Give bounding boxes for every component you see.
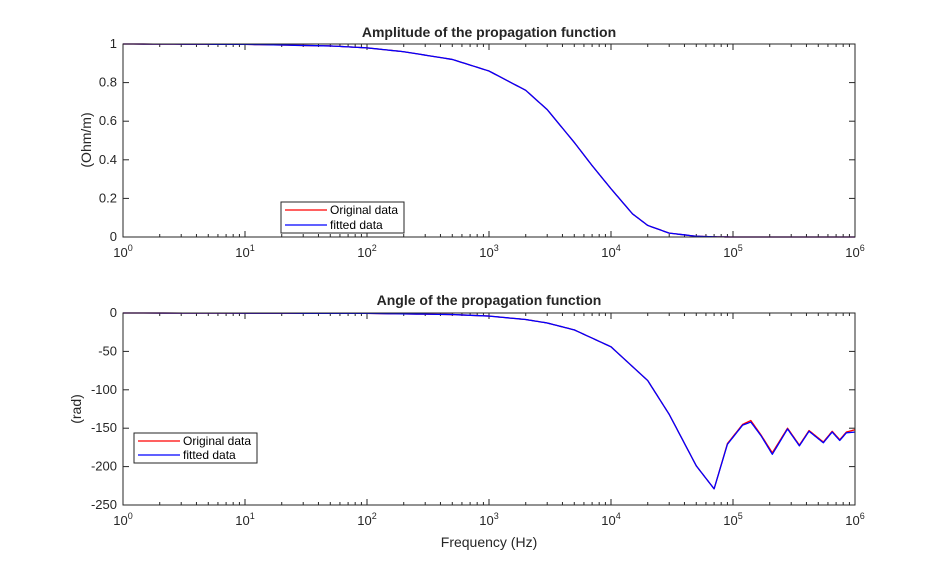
- y-tick-label: 0.4: [99, 152, 117, 167]
- amplitude-ticks: 100 101 102 103 104 105 106 0 0.2 0.4 0.6 0.8 1: [99, 36, 865, 260]
- y-tick-label: 0.2: [99, 190, 117, 205]
- y-tick-label: -150: [91, 420, 117, 435]
- angle-panel: Angle of the propagation function (rad) …: [68, 292, 865, 550]
- legend-label-original: Original data: [183, 434, 251, 448]
- y-tick-label: -100: [91, 382, 117, 397]
- y-tick-label: 1: [110, 36, 117, 51]
- amplitude-axes-frame: [122, 43, 856, 238]
- angle-axes-frame: [122, 312, 856, 506]
- x-tick-label: 105: [723, 243, 742, 260]
- y-tick-label: 0.8: [99, 75, 117, 90]
- y-tick-label: 0.6: [99, 113, 117, 128]
- angle-legend: Original data fitted data: [133, 432, 258, 464]
- y-tick-label: -200: [91, 459, 117, 474]
- x-tick-label: 106: [845, 243, 864, 260]
- series-fitted-data: [122, 43, 855, 238]
- amplitude-legend: Original data fitted data: [280, 201, 405, 234]
- angle-title: Angle of the propagation function: [377, 292, 602, 308]
- x-tick-label: 101: [235, 511, 254, 528]
- amplitude-ylabel: (Ohm/m): [78, 112, 94, 167]
- legend-box: [133, 432, 258, 464]
- y-tick-label: -250: [91, 497, 117, 512]
- x-tick-label: 100: [113, 511, 132, 528]
- x-tick-label: 106: [845, 511, 864, 528]
- y-tick-label: 0: [110, 305, 117, 320]
- y-tick-label: -50: [98, 343, 117, 358]
- x-tick-label: 103: [479, 243, 498, 260]
- x-tick-label: 104: [601, 511, 620, 528]
- amplitude-panel: Amplitude of the propagation function (O…: [78, 24, 865, 260]
- legend-label-original: Original data: [330, 203, 398, 217]
- x-tick-label: 105: [723, 511, 742, 528]
- x-tick-label: 102: [357, 511, 376, 528]
- y-tick-label: 0: [110, 229, 117, 244]
- angle-plot-area: [123, 313, 855, 505]
- amplitude-plot-area: [123, 44, 855, 237]
- x-tick-label: 102: [357, 243, 376, 260]
- x-tick-label: 104: [601, 243, 620, 260]
- series-fitted-data: [122, 312, 856, 490]
- amplitude-series: [122, 43, 855, 238]
- angle-ylabel: (rad): [68, 394, 84, 424]
- x-tick-label: 100: [113, 243, 132, 260]
- x-tick-label: 101: [235, 243, 254, 260]
- angle-series: [122, 312, 856, 490]
- legend-label-fitted: fitted data: [330, 218, 383, 232]
- frequency-xlabel: Frequency (Hz): [441, 534, 537, 550]
- amplitude-title: Amplitude of the propagation function: [362, 24, 616, 40]
- legend-label-fitted: fitted data: [183, 448, 236, 462]
- x-tick-label: 103: [479, 511, 498, 528]
- legend-box: [280, 201, 405, 234]
